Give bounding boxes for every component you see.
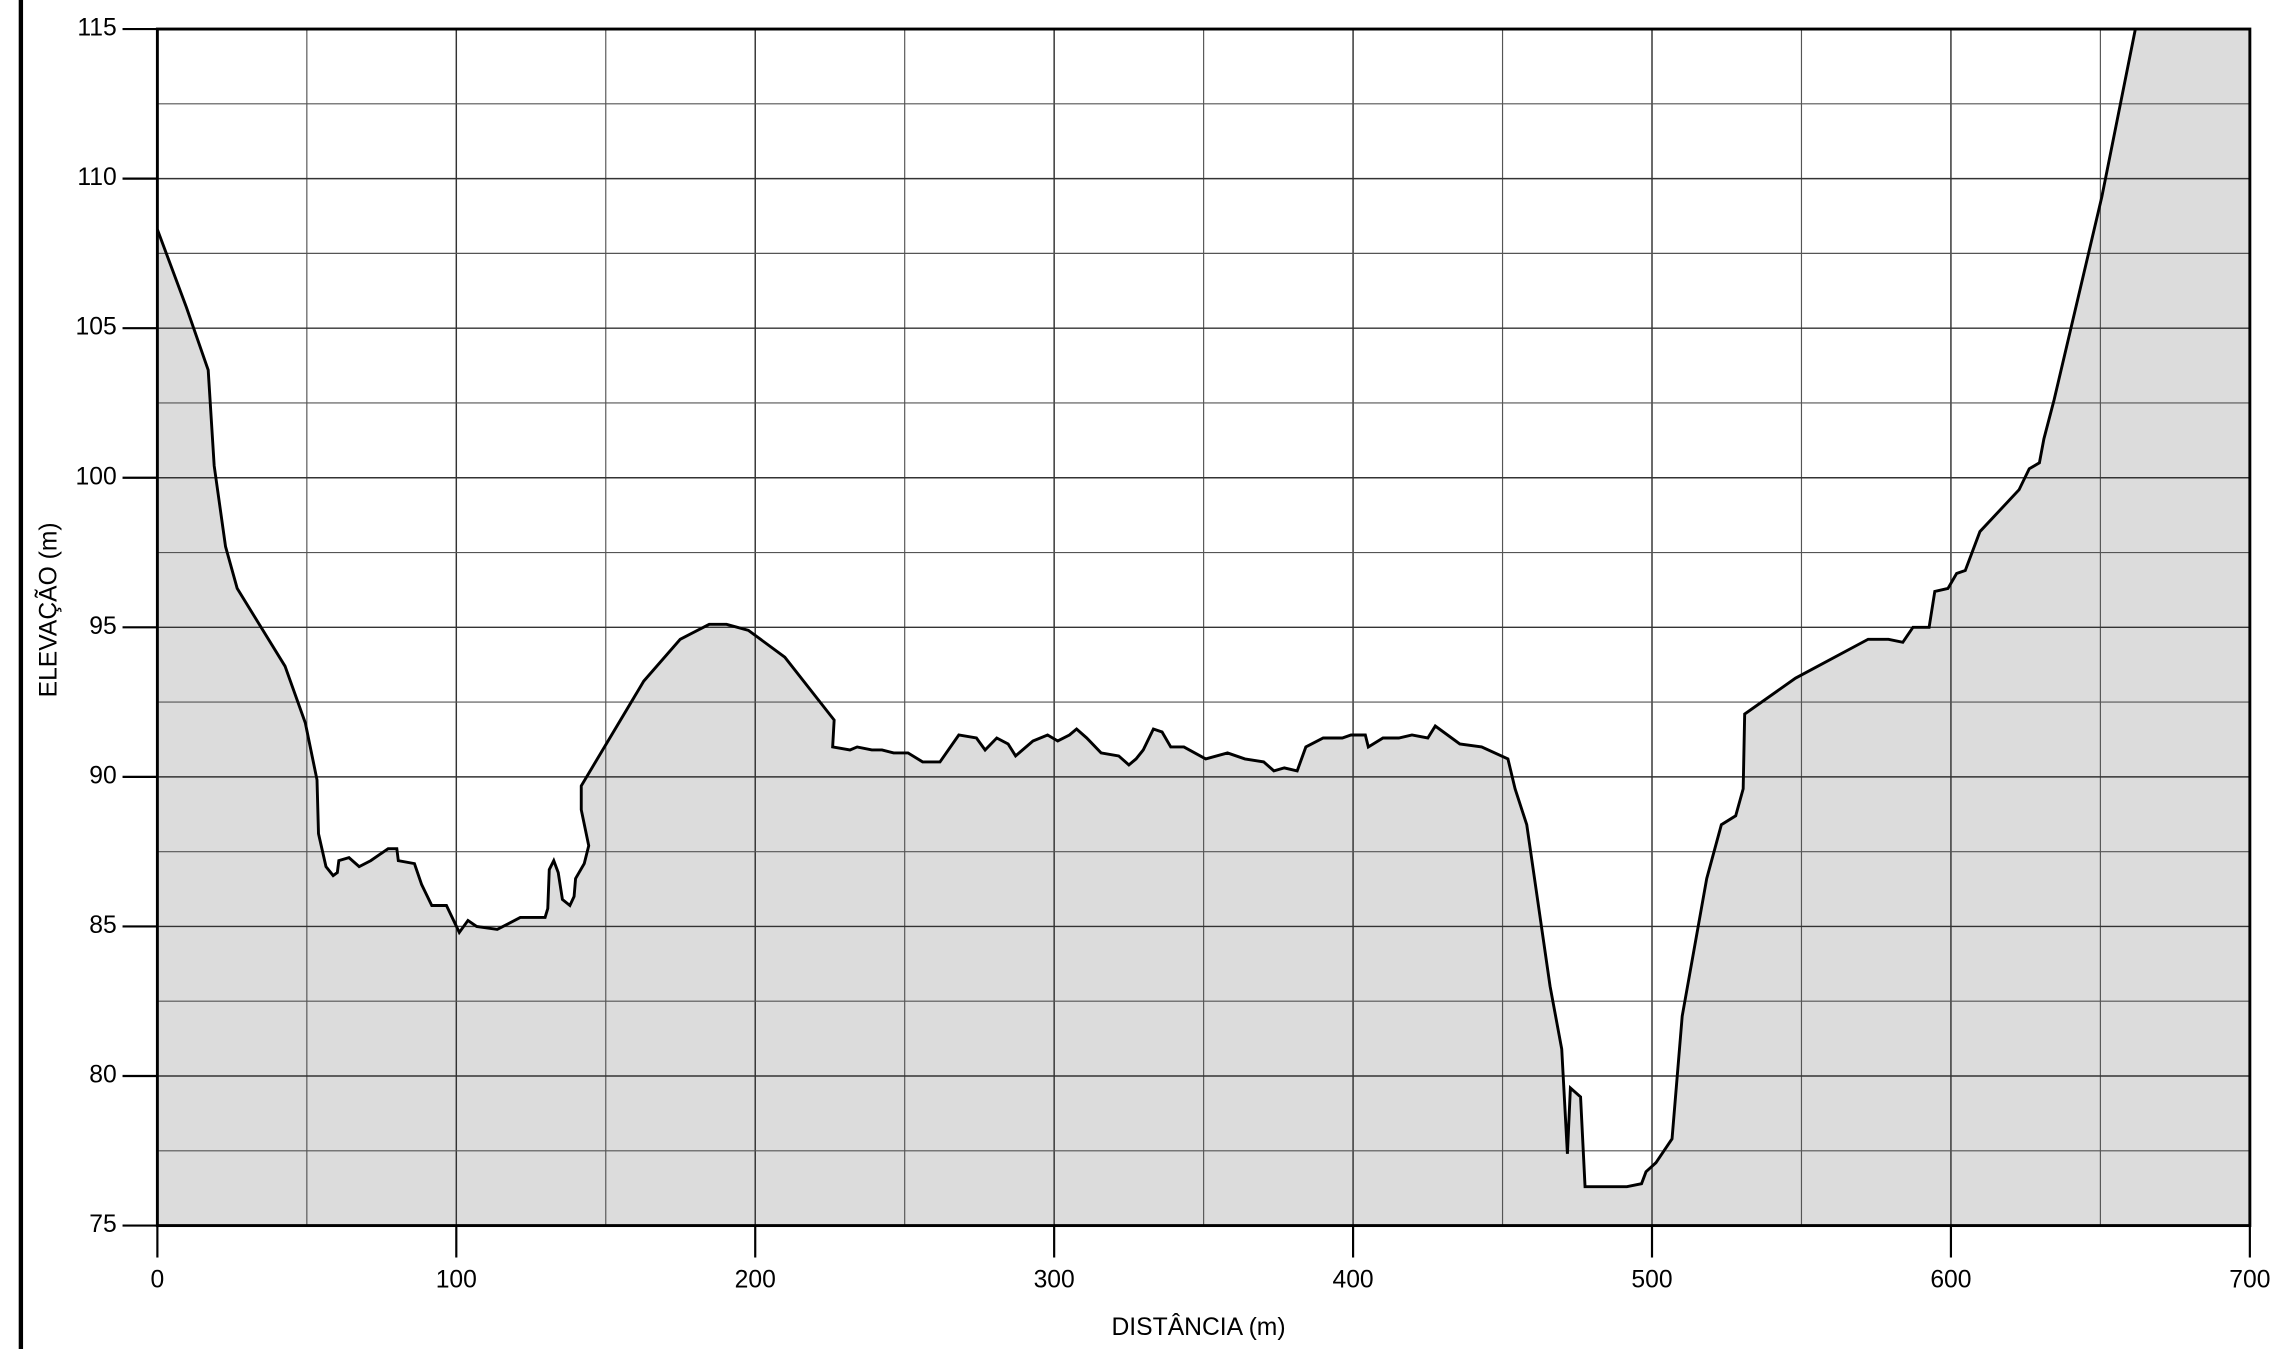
y-tick-label: 100	[76, 463, 117, 490]
y-tick-label: 115	[77, 15, 116, 42]
x-tick-label: 0	[151, 1266, 165, 1293]
y-tick-label: 85	[89, 912, 116, 939]
y-tick-label: 75	[89, 1211, 116, 1238]
x-tick-label: 700	[2229, 1266, 2270, 1293]
y-tick-label: 80	[89, 1062, 116, 1089]
y-axis-label: ELEVAÇÃO (m)	[35, 522, 62, 697]
y-tick-label: 90	[89, 762, 116, 789]
x-tick-label: 100	[436, 1266, 477, 1293]
y-tick-label: 110	[77, 164, 116, 191]
x-axis-label: DISTÂNCIA (m)	[1111, 1314, 1285, 1341]
x-tick-label: 600	[1930, 1266, 1971, 1293]
profile-line	[156, 28, 2137, 1189]
y-tick-label: 95	[89, 613, 116, 640]
x-tick-label: 200	[735, 1266, 776, 1293]
plot-area: 75 80 85 90 95 100 105 110 115 0 100 200 300 400 500 60…	[76, 15, 2271, 1294]
y-tick-label: 105	[76, 314, 117, 341]
x-tick-label: 400	[1332, 1266, 1373, 1293]
x-tick-label: 500	[1631, 1266, 1672, 1293]
x-tick-label: 300	[1034, 1266, 1075, 1293]
